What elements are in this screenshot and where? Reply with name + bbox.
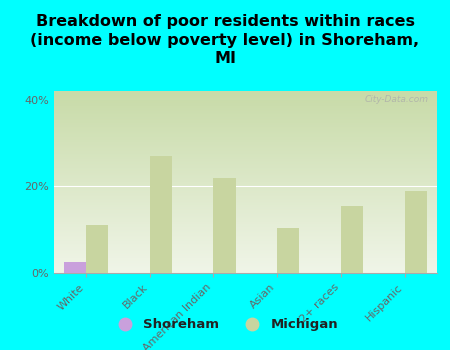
Text: City-Data.com: City-Data.com [365,94,429,104]
Legend: Shoreham, Michigan: Shoreham, Michigan [106,313,344,336]
Bar [86,225,108,273]
Bar [149,156,172,273]
Text: Breakdown of poor residents within races
(income below poverty level) in Shoreha: Breakdown of poor residents within races… [31,14,419,66]
Bar [341,206,363,273]
Bar [213,178,236,273]
Bar [405,191,427,273]
Bar [277,228,299,273]
Bar [63,262,86,273]
